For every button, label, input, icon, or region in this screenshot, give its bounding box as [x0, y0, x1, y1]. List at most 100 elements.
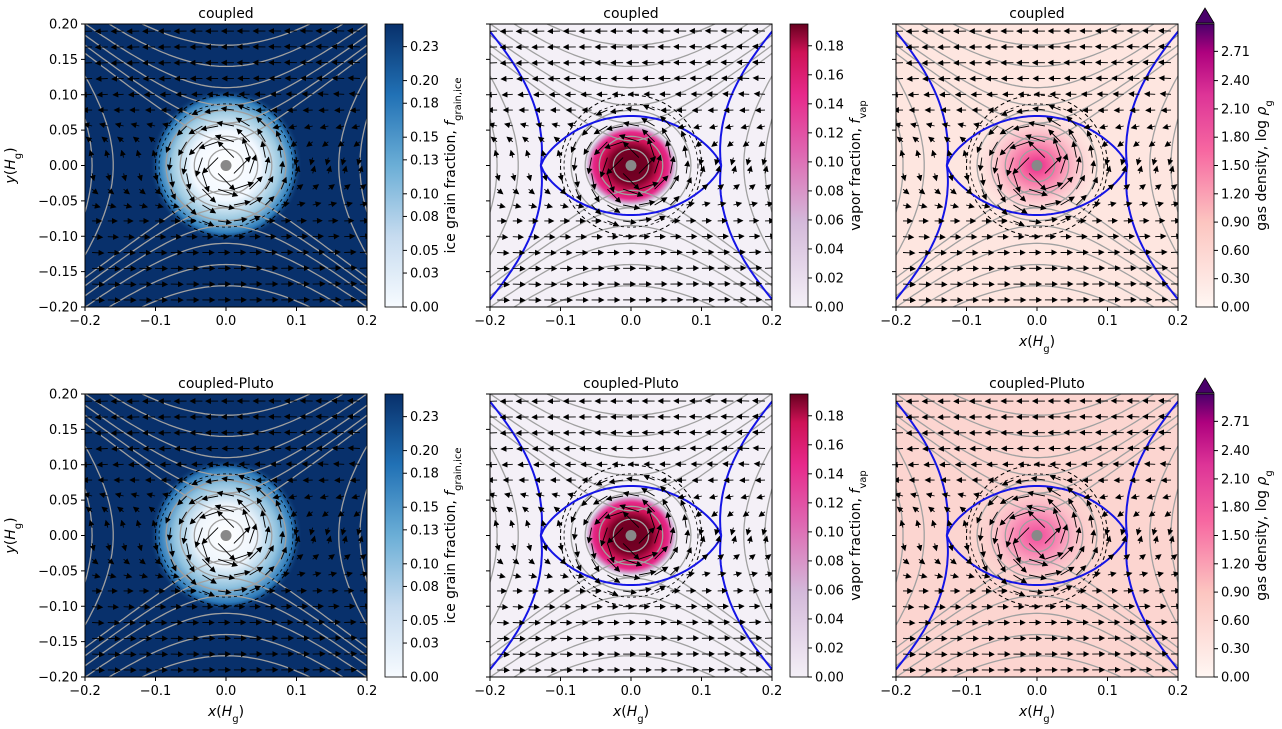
velocity-arrow: [202, 220, 215, 227]
velocity-arrow: [931, 149, 937, 158]
x-tick-label: −0.1: [951, 684, 983, 699]
streamline: [85, 486, 93, 585]
velocity-arrow: [519, 492, 529, 499]
velocity-arrow: [902, 635, 916, 642]
velocity-arrow: [260, 140, 267, 158]
streamline: [951, 285, 1123, 307]
velocity-arrow: [752, 59, 766, 66]
velocity-arrow: [154, 202, 164, 209]
velocity-arrow: [359, 619, 367, 626]
velocity-arrow: [733, 619, 746, 626]
velocity-arrow: [123, 188, 130, 195]
velocity-arrow: [121, 543, 128, 552]
velocity-arrow: [902, 265, 916, 272]
velocity-arrow: [1060, 196, 1075, 206]
velocity-arrow: [607, 590, 619, 597]
streamline: [584, 492, 678, 579]
streamline: [490, 52, 772, 142]
colorbar-tick-label: 0.60: [1221, 244, 1250, 259]
velocity-arrow: [91, 572, 101, 579]
velocity-arrow: [622, 173, 640, 190]
velocity-arrow: [1155, 603, 1167, 610]
velocity-arrow: [359, 603, 367, 610]
velocity-arrow: [1076, 194, 1087, 206]
velocity-arrow: [638, 527, 656, 544]
colorbar-tick-label: 1.80: [1221, 501, 1250, 516]
velocity-arrow: [642, 104, 655, 111]
colorbar-tick-label: 0.12: [815, 496, 844, 511]
velocity-arrow: [685, 176, 692, 190]
velocity-arrow: [516, 445, 529, 452]
streamline: [338, 74, 367, 257]
velocity-arrow: [493, 149, 500, 158]
velocity-arrow: [638, 181, 659, 190]
velocity-arrow: [303, 123, 313, 130]
colorbar-tick-label: 0.00: [410, 671, 439, 686]
colorbar-extend-arrow: [1195, 377, 1215, 394]
velocity-arrow: [749, 265, 763, 272]
velocity-arrow: [166, 527, 173, 541]
velocity-arrow: [902, 234, 915, 241]
velocity-arrow: [606, 157, 624, 175]
colorbar-tick-label: 0.04: [815, 242, 844, 257]
velocity-arrow: [939, 91, 951, 98]
velocity-arrow: [272, 493, 282, 500]
velocity-arrow: [85, 492, 93, 499]
velocity-arrow: [1071, 140, 1078, 158]
velocity-arrow: [95, 445, 108, 452]
velocity-arrow: [186, 558, 195, 573]
velocity-arrow: [265, 176, 274, 190]
velocity-arrow: [574, 543, 581, 558]
velocity-arrow: [337, 510, 345, 517]
velocity-arrow: [1155, 265, 1169, 272]
velocity-arrow: [312, 184, 320, 191]
velocity-arrow: [1123, 184, 1131, 191]
velocity-arrow: [148, 506, 156, 513]
velocity-arrow: [512, 249, 526, 256]
x-tick-label: 0.0: [1027, 314, 1048, 329]
velocity-arrow: [661, 127, 671, 143]
velocity-arrow: [1158, 75, 1172, 82]
velocity-arrow: [137, 543, 143, 552]
velocity-arrow: [922, 445, 935, 452]
velocity-arrow: [92, 651, 105, 658]
velocity-arrow: [499, 429, 513, 436]
velocity-arrow: [727, 140, 734, 147]
x-tick-label: −0.2: [474, 314, 506, 329]
velocity-arrow: [934, 603, 946, 610]
streamline: [490, 594, 772, 667]
velocity-arrow: [606, 543, 615, 564]
panel-title: coupled: [198, 6, 253, 22]
velocity-arrow: [902, 604, 915, 611]
velocity-arrow: [1107, 184, 1115, 191]
velocity-arrow: [965, 202, 975, 209]
colorbar-tick-label: 0.03: [410, 637, 439, 652]
velocity-arrow: [626, 476, 639, 483]
planet-marker: [1031, 530, 1043, 541]
velocity-arrow: [522, 136, 529, 143]
velocity-arrow: [94, 59, 108, 66]
velocity-arrow: [235, 117, 250, 127]
velocity-arrow: [344, 619, 357, 626]
velocity-arrow: [188, 125, 203, 135]
velocity-arrow: [923, 91, 935, 98]
velocity-arrow: [1099, 123, 1109, 130]
velocity-arrow: [101, 506, 109, 513]
velocity-arrow: [1060, 153, 1069, 174]
velocity-arrow: [654, 215, 666, 222]
velocity-arrow: [337, 140, 345, 147]
velocity-arrow: [202, 204, 217, 214]
velocity-arrow: [525, 149, 531, 158]
velocity-arrow: [622, 141, 640, 158]
velocity-arrow: [533, 461, 545, 468]
streamline: [545, 655, 717, 677]
velocity-arrow: [623, 589, 637, 595]
x-tick-label: 0.0: [1027, 684, 1048, 699]
y-tick-label: 0.20: [49, 388, 78, 403]
velocity-arrow: [265, 545, 274, 560]
colorbar-tick-label: 0.05: [410, 244, 439, 259]
velocity-arrow: [733, 184, 740, 191]
velocity-arrow: [107, 558, 115, 565]
velocity-arrow: [201, 495, 219, 502]
streamline: [193, 505, 259, 566]
